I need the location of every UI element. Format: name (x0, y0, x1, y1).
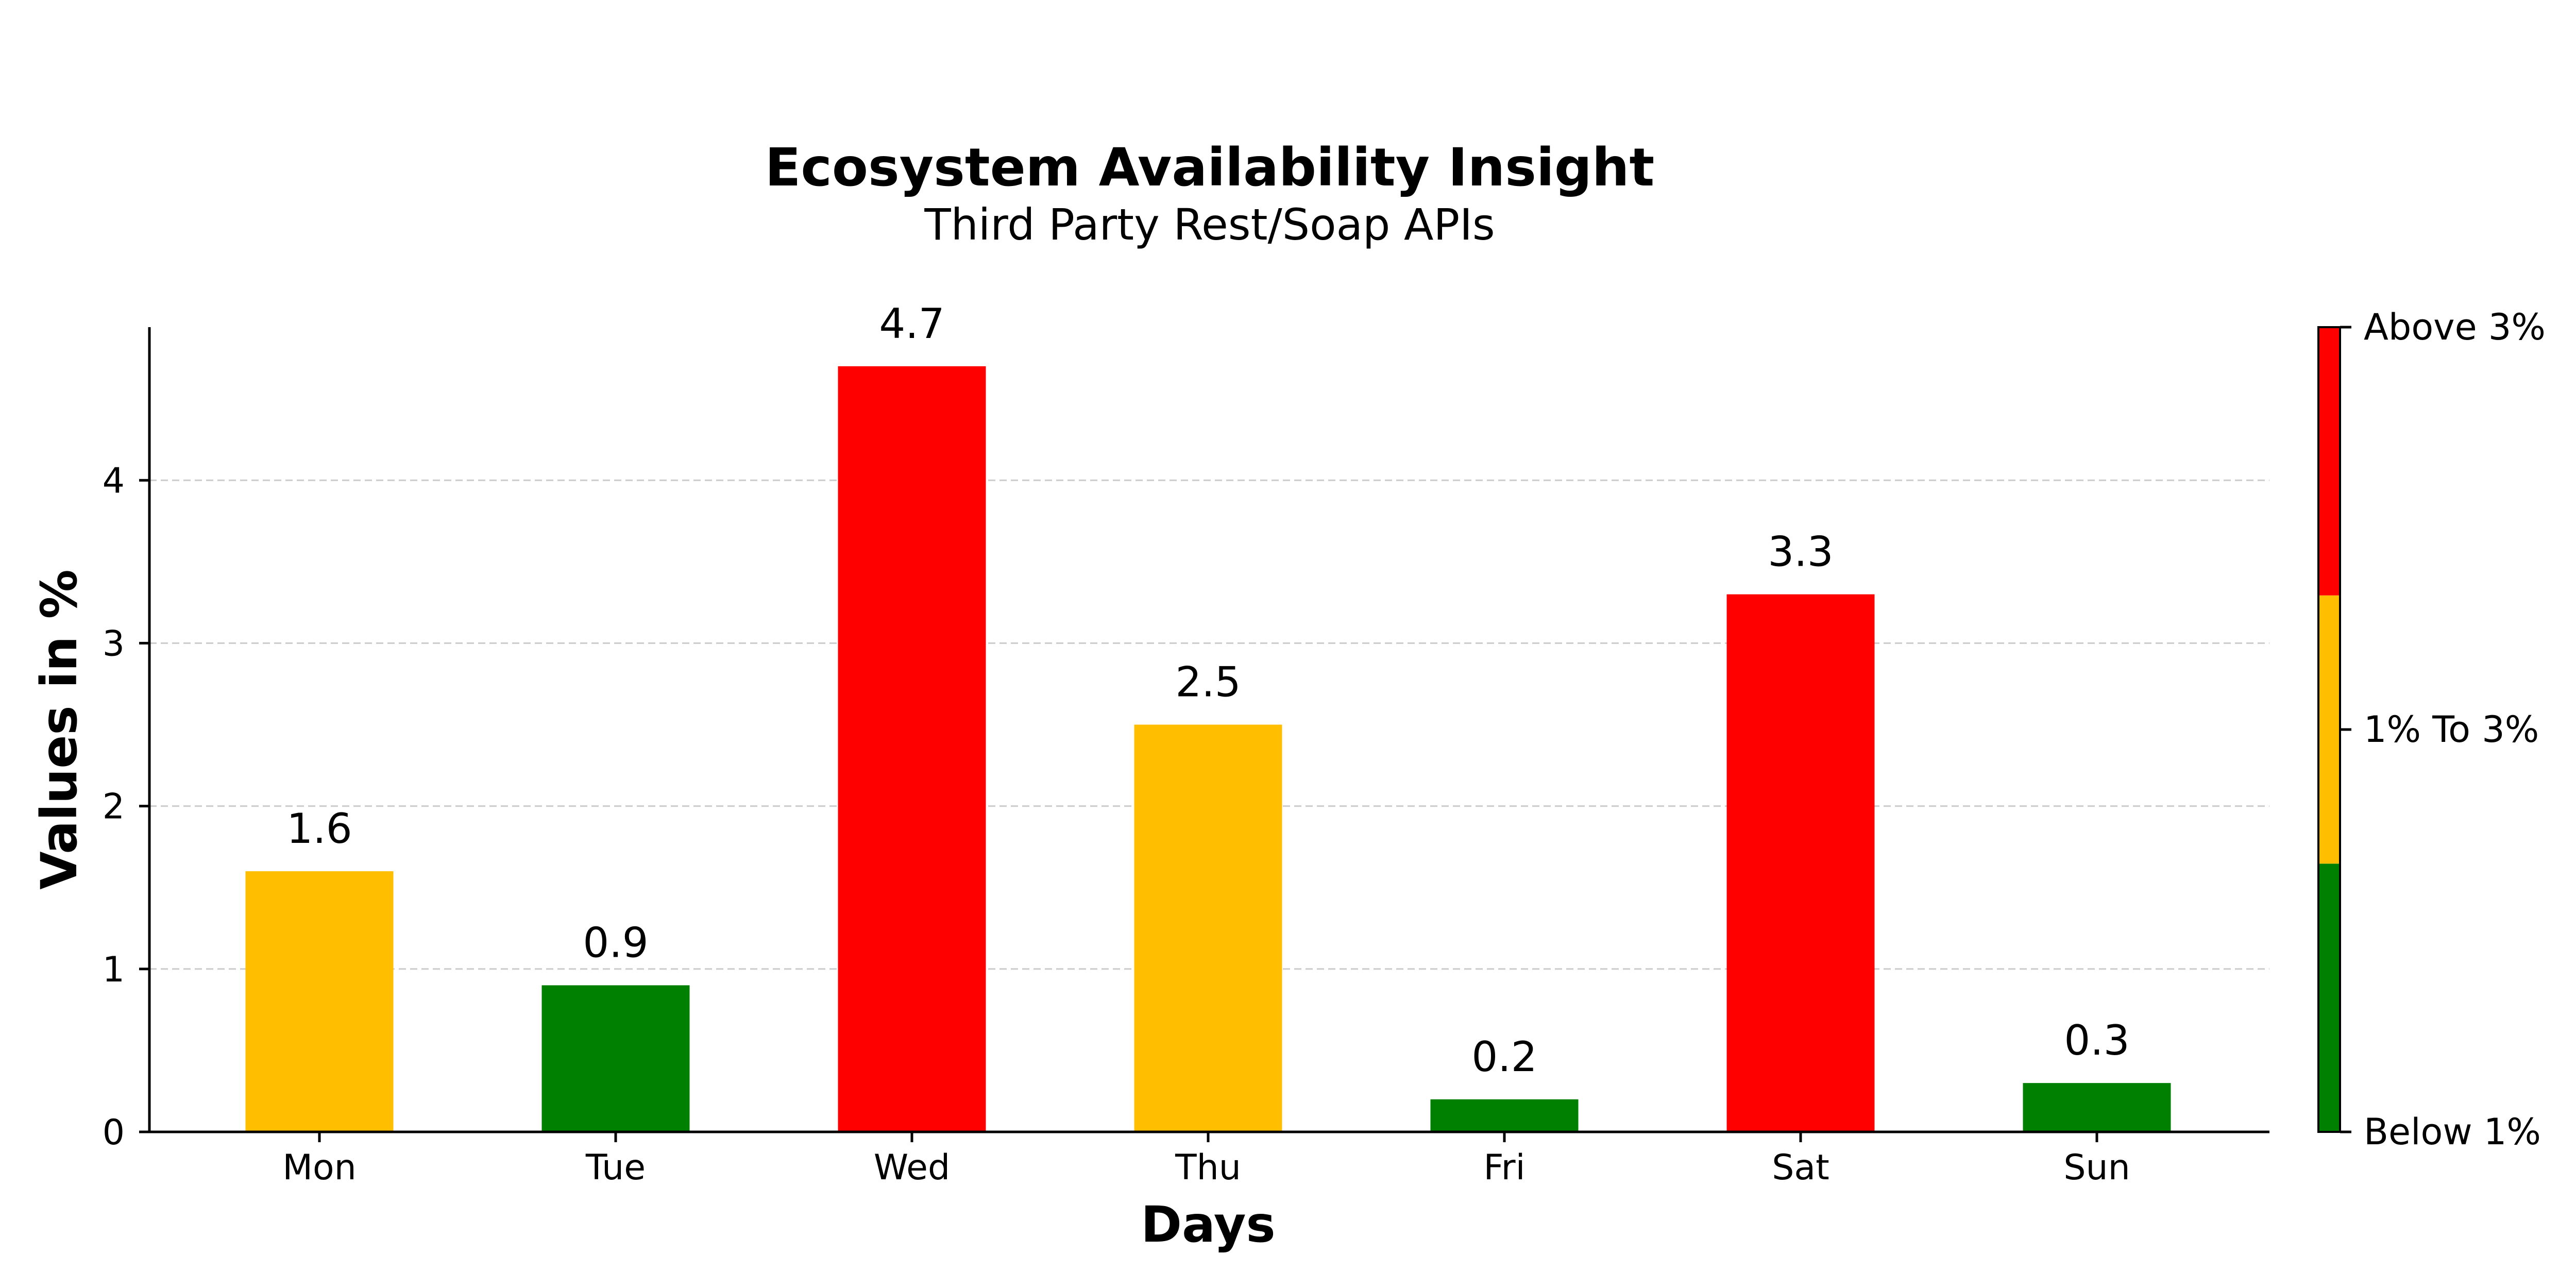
x-axis-title: Days (1141, 1196, 1275, 1253)
colorbar-label: Below 1% (2364, 1111, 2541, 1153)
value-labels: 1.6 0.9 4.7 2.5 0.2 3.3 0.3 (286, 300, 2129, 1081)
colorbar-segment (2318, 863, 2340, 1132)
x-tick-label: Sat (1772, 1147, 1829, 1188)
bars (245, 366, 2171, 1132)
x-axis-ticks: Mon Tue Wed Thu Fri Sat Sun (282, 1132, 2130, 1188)
y-tick-label: 1 (103, 950, 125, 990)
chart-subtitle: Third Party Rest/Soap APIs (924, 199, 1495, 250)
colorbar-segment (2318, 327, 2340, 596)
chart-title: Ecosystem Availability Insight (765, 137, 1655, 198)
y-axis-title: Values in % (30, 569, 88, 890)
value-label-tue: 0.9 (583, 919, 648, 967)
y-tick-label: 2 (103, 787, 125, 827)
x-tick-label: Wed (874, 1147, 950, 1188)
y-tick-label: 4 (103, 461, 125, 501)
bar-wed (838, 366, 986, 1132)
value-label-thu: 2.5 (1175, 658, 1241, 706)
value-label-sat: 3.3 (1768, 528, 1833, 576)
x-tick-label: Sun (2063, 1147, 2130, 1188)
colorbar-label: Above 3% (2364, 306, 2546, 348)
bar-sat (1726, 594, 1875, 1132)
colorbar-label: 1% To 3% (2364, 708, 2539, 751)
x-tick-label: Mon (282, 1147, 356, 1188)
bar-sun (2023, 1083, 2171, 1132)
colorbar: Below 1% 1% To 3% Above 3% (2317, 306, 2546, 1153)
value-label-mon: 1.6 (286, 805, 352, 853)
x-tick-label: Thu (1175, 1147, 1241, 1188)
bar-mon (245, 871, 394, 1132)
value-label-sun: 0.3 (2064, 1016, 2129, 1064)
bar-tue (541, 985, 690, 1132)
bar-fri (1430, 1099, 1579, 1132)
y-tick-label: 0 (103, 1112, 125, 1153)
colorbar-segment (2318, 595, 2340, 864)
y-tick-label: 3 (103, 623, 125, 664)
x-tick-label: Fri (1483, 1147, 1525, 1188)
bar-thu (1134, 724, 1282, 1132)
y-axis-ticks: 0 1 2 3 4 (103, 461, 149, 1153)
value-label-wed: 4.7 (879, 300, 944, 348)
value-label-fri: 0.2 (1471, 1033, 1537, 1081)
x-tick-label: Tue (585, 1147, 646, 1188)
